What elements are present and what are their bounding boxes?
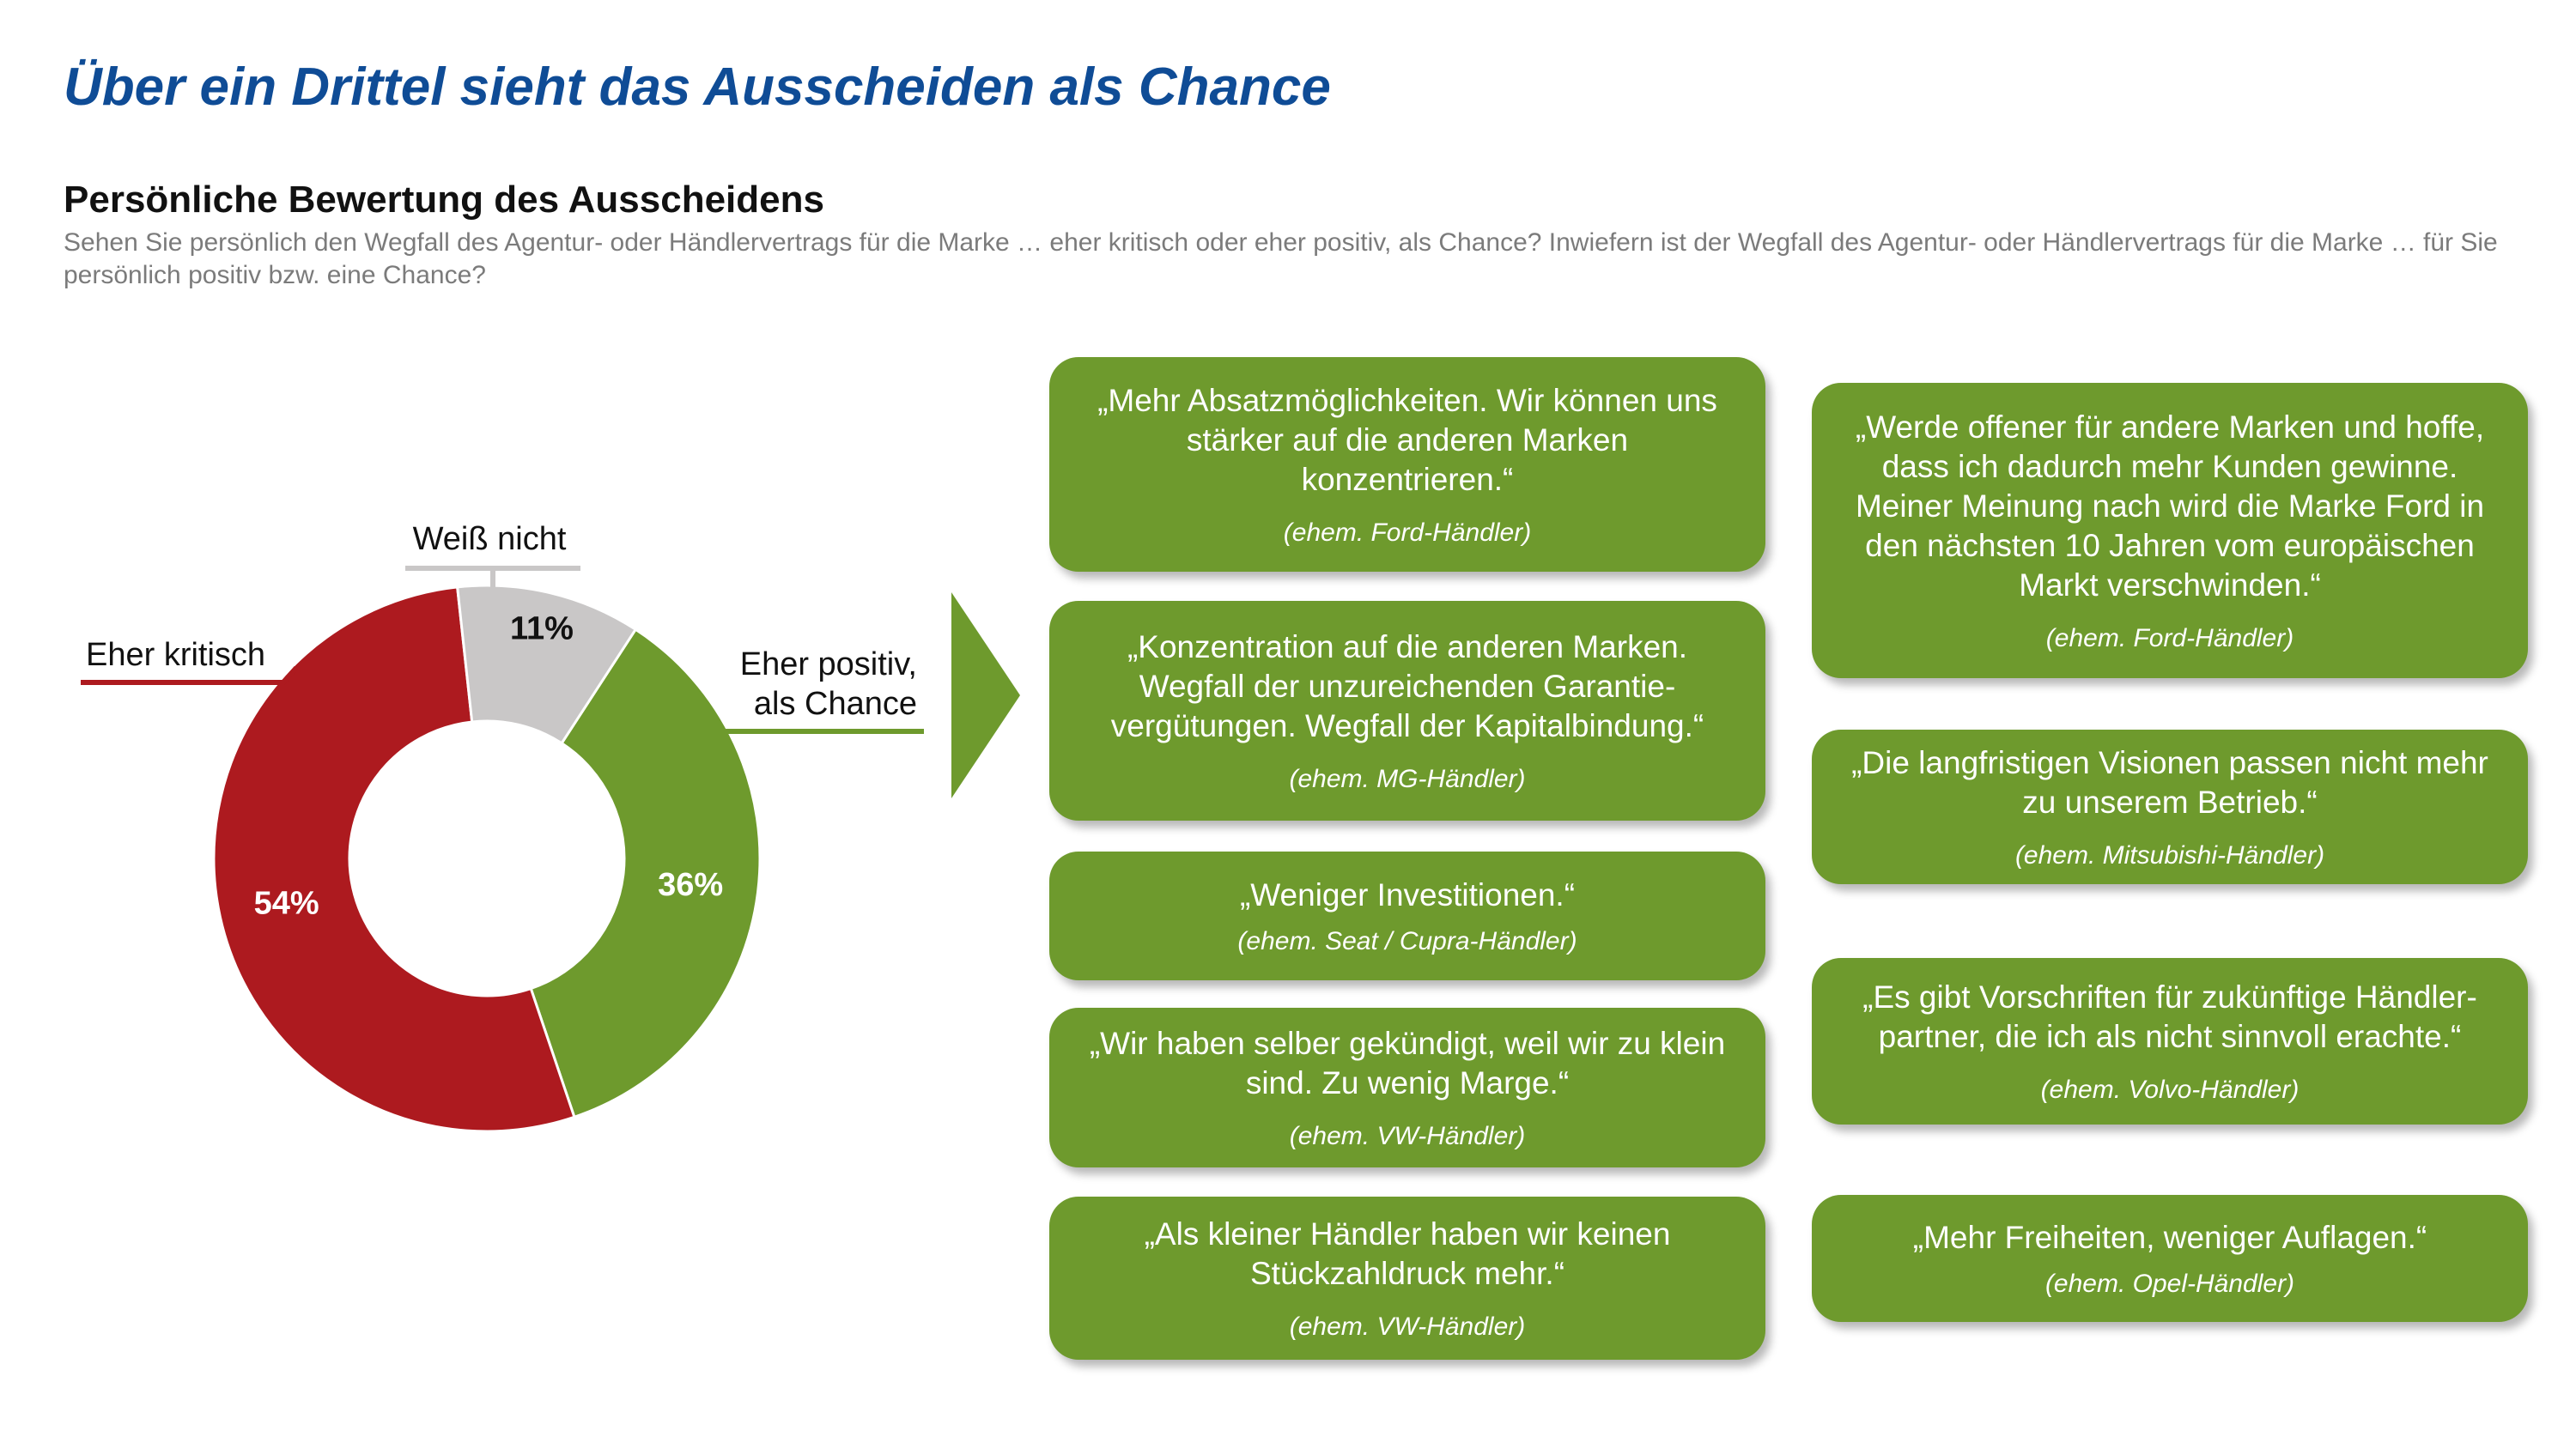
quote-card: „Mehr Absatzmöglichkeiten. Wir können un… (1049, 357, 1765, 572)
callout-line-critical (81, 666, 299, 685)
donut-chart: 36% 54% 11% Eher positiv, als Chance Eher kri… (81, 521, 924, 1133)
quote-card: „Die langfristigen Visionen passen nicht… (1812, 730, 2528, 884)
quote-source: (ehem. MG-Händler) (1289, 765, 1526, 793)
slice-unknown (455, 584, 638, 745)
chart-subtitle: Persönliche Bewertung des Ausscheidens (64, 179, 824, 221)
quote-source: (ehem. Mitsubishi-Händler) (2014, 841, 2325, 870)
quote-source: (ehem. VW-Händler) (1289, 1313, 1526, 1341)
quote-text: „Mehr Absatzmöglichkeiten. Wir können un… (1097, 383, 1717, 497)
value-label-unknown: 11% (510, 611, 574, 647)
quote-source: (ehem. Seat / Cupra-Händler) (1237, 927, 1577, 955)
page-title: Über ein Drittel sieht das Ausscheiden a… (64, 58, 1331, 117)
value-label-positive: 36% (658, 867, 723, 903)
quote-text: „Wir haben selber gekündigt, weil wir zu… (1089, 1026, 1726, 1100)
quote-source: (ehem. Ford-Händler) (1283, 518, 1532, 547)
quote-text: „Die langfristigen Visionen passen nicht… (1851, 745, 2488, 820)
quote-text: „Weniger Investitionen.“ (1239, 877, 1576, 912)
category-label-positive: als Chance (754, 686, 917, 722)
chevron-arrow-icon (951, 592, 1020, 798)
quote-text: „Mehr Freiheiten, weniger Auflagen.“ (1912, 1220, 2427, 1255)
quote-text: „Konzentration auf die anderen Marken. W… (1110, 629, 1704, 743)
quote-text: „Es gibt Vorschriften für zukünftige Hän… (1862, 979, 2477, 1054)
quote-source: (ehem. Volvo-Händler) (2040, 1076, 2300, 1104)
slice-positive (529, 627, 762, 1119)
quote-card: „Wir haben selber gekündigt, weil wir zu… (1049, 1008, 1765, 1167)
quote-card: „Weniger Investitionen.“ (ehem. Seat / C… (1049, 852, 1765, 980)
survey-question: Sehen Sie persönlich den Wegfall des Age… (64, 228, 2498, 289)
quote-card: „Werde offener für andere Marken und hof… (1812, 383, 2528, 678)
value-label-critical: 54% (254, 886, 319, 922)
quote-text: „Werde offener für andere Marken und hof… (1855, 409, 2485, 603)
quote-card: „Mehr Freiheiten, weniger Auflagen.“ (eh… (1812, 1195, 2528, 1322)
category-label-positive: Eher positiv, (740, 646, 917, 682)
quote-card: „Konzentration auf die anderen Marken. W… (1049, 601, 1765, 821)
quote-source: (ehem. Opel-Händler) (2044, 1270, 2295, 1298)
category-label-unknown: Weiß nicht (413, 521, 567, 557)
quote-card: „Als kleiner Händler haben wir keinen St… (1049, 1197, 1765, 1360)
quote-source: (ehem. VW-Händler) (1289, 1122, 1526, 1150)
slice-critical (212, 585, 576, 1133)
quote-source: (ehem. Ford-Händler) (2045, 624, 2294, 652)
quote-text: „Als kleiner Händler haben wir keinen St… (1144, 1216, 1671, 1291)
quote-card: „Es gibt Vorschriften für zukünftige Hän… (1812, 958, 2528, 1125)
category-label-critical: Eher kritisch (86, 637, 265, 673)
